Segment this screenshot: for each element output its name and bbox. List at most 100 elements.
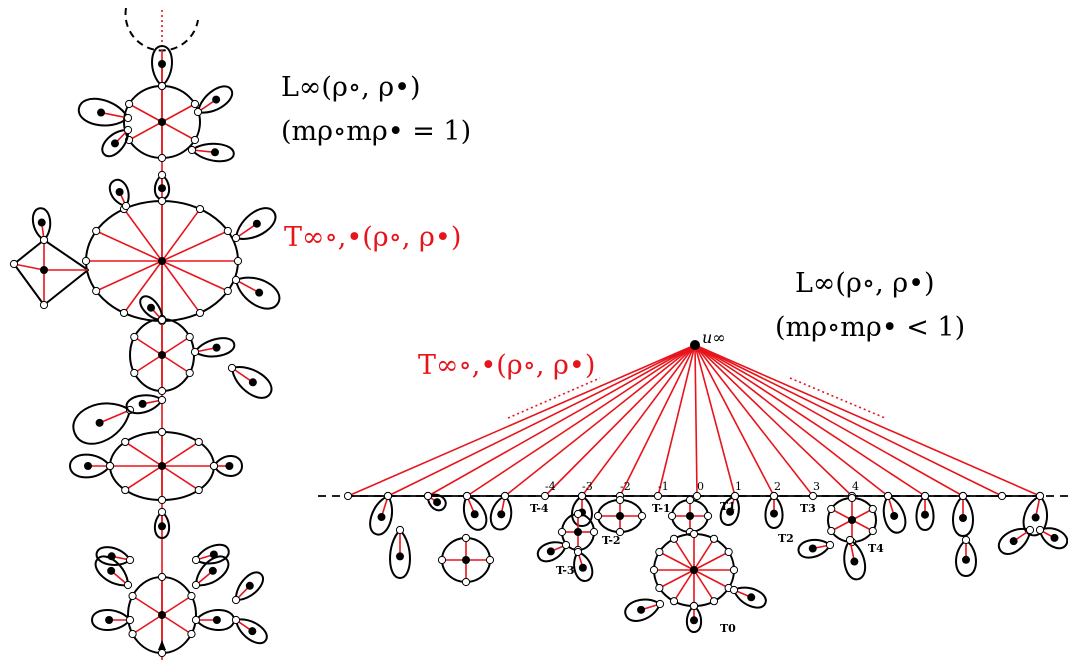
petal-outline [90,609,132,631]
subtree-label: T-2 [602,534,621,547]
left-tree-label: T∞∘,•(ρ∘, ρ•) [284,222,462,253]
red-edge [231,367,254,383]
petal-outline [193,337,236,358]
white-vertex [123,580,133,590]
black-vertex [686,512,694,520]
white-vertex [462,491,472,501]
white-vertex [615,527,625,537]
red-edge [124,465,163,491]
white-vertex [573,509,583,519]
petal-outline [426,493,447,512]
dotted-edge-right [789,377,886,419]
right-tree-label: T∞∘,•(ρ∘, ρ•) [418,350,596,381]
white-vertex [437,555,447,565]
black-vertex [158,118,166,126]
black-vertex [637,605,646,614]
white-vertex [157,572,167,582]
red-edge [95,260,163,292]
red-edge [673,538,695,571]
black-vertex [462,556,470,564]
white-vertex [724,547,733,557]
petal-outline [536,541,568,563]
red-edge [161,230,229,262]
red-edge [694,344,736,497]
white-vertex [187,591,196,601]
white-vertex [685,495,695,505]
petal-outline [573,550,594,582]
red-edge [100,111,129,119]
red-edge [694,344,1041,497]
red-edge [161,336,191,356]
white-vertex [157,427,167,437]
white-vertex [190,135,200,145]
petal-outline [72,402,132,445]
white-vertex [191,580,201,590]
white-vertex [1035,525,1045,535]
red-edge [128,103,163,123]
black-vertex [158,184,166,193]
white-vertex [187,629,196,639]
red-edge [161,354,191,374]
petal-outline [952,494,974,538]
subtree-label: T4 [868,542,884,555]
white-vertex [157,153,167,163]
black-vertex [245,581,254,590]
black-vertex [770,509,778,518]
petal-outline [31,207,52,242]
white-vertex [561,540,571,550]
left-condition: (mρ∘mρ• = 1) [281,116,472,147]
petal-outline [732,586,767,609]
black-vertex [107,552,116,561]
white-vertex [827,526,836,536]
red-edge [13,263,45,271]
index-label: 0 [697,480,704,493]
petal-outline [212,455,244,477]
red-edge [128,121,163,141]
white-vertex [231,595,241,605]
red-edge [132,595,163,616]
black-vertex [921,510,929,519]
black-vertex [107,566,116,575]
white-vertex [868,504,877,514]
index-label: -3 [582,480,593,493]
black-vertex [158,611,166,619]
petal-outline [95,546,132,566]
black-vertex [248,378,257,387]
dashed-arc [124,7,199,52]
white-vertex [593,511,603,521]
petal-outline [234,207,277,240]
subtree-label: T3 [800,502,816,515]
red-edge [161,260,201,314]
black-vertex [848,516,856,524]
red-edge [673,569,695,602]
white-vertex [808,491,818,501]
white-vertex [615,495,625,505]
white-vertex [157,81,167,91]
index-label: 1 [735,480,742,493]
white-vertex [187,145,197,155]
black-vertex [248,627,257,636]
black-vertex [210,148,219,157]
white-vertex [124,99,134,109]
petal-outline [194,543,230,565]
white-vertex [81,256,91,266]
white-vertex [825,540,835,550]
red-edge [658,569,695,589]
white-vertex [157,170,167,180]
white-vertex [689,529,699,539]
white-vertex [209,461,219,471]
white-vertex [461,533,471,543]
black-vertex [158,257,166,265]
petal-outline [234,618,268,645]
red-edge [544,344,696,497]
white-vertex [637,511,647,521]
white-vertex [500,491,510,501]
black-vertex [138,399,147,408]
white-vertex [1035,491,1045,501]
white-vertex [997,491,1007,501]
white-vertex [961,535,971,545]
black-vertex [252,219,261,228]
black-vertex [208,566,217,575]
petal-outline [190,142,235,163]
